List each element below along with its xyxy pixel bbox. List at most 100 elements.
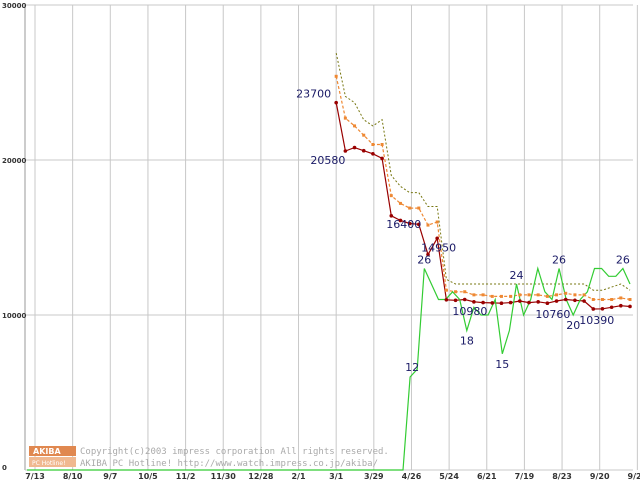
- data-label: 12: [405, 361, 419, 374]
- logo-line2: PC Hotline!: [32, 460, 65, 467]
- lowest-price-point: [343, 149, 348, 153]
- shops-line: [27, 266, 631, 471]
- x-tick-label: 6/21: [477, 472, 497, 480]
- average-price-point: [426, 223, 430, 227]
- data-label: 18: [460, 335, 474, 348]
- average-price-point: [481, 293, 485, 297]
- lowest-price-point: [435, 236, 439, 241]
- lowest-price-point: [361, 148, 366, 153]
- data-label: 20: [566, 319, 580, 332]
- lowest-price-point: [591, 307, 596, 311]
- data-label: 24: [509, 269, 523, 282]
- average-price-line: [335, 76, 631, 301]
- lowest-price-point: [619, 303, 623, 308]
- lowest-price-point: [582, 299, 586, 303]
- x-tick-label: 7/19: [515, 472, 535, 480]
- lowest-price-point: [554, 299, 559, 303]
- average-price-point: [435, 220, 439, 224]
- average-price-point: [555, 293, 559, 297]
- lowest-price-point: [334, 100, 338, 105]
- lowest-price-point: [407, 221, 412, 226]
- x-axis-ticks: 7/13 8/10 9/7 10/5 11/2 11/30 12/28 2/1 3/1 3/29 4…: [25, 472, 640, 480]
- y-tick-label: 0: [2, 464, 7, 472]
- lowest-price-point: [499, 301, 504, 306]
- data-label: 16400: [386, 218, 421, 231]
- akiba-logo: AKIBA PC Hotline!: [29, 446, 76, 467]
- average-price-point: [362, 133, 366, 137]
- average-price-point: [408, 206, 412, 210]
- x-tick-label: 9/27: [628, 472, 640, 480]
- average-price-point: [509, 294, 513, 298]
- average-price-point: [490, 294, 494, 298]
- y-axis-ticks: 0 10000 20000 30000: [2, 2, 26, 472]
- lowest-price-point: [371, 152, 375, 156]
- x-tick-label: 3/29: [364, 472, 384, 480]
- x-tick-label: 9/20: [590, 472, 610, 480]
- copyright-line2: AKIBA PC Hotline! http://www.watch.impre…: [80, 459, 378, 469]
- x-tick-label: 4/26: [402, 472, 422, 480]
- x-tick-label: 12/28: [248, 472, 274, 480]
- lowest-price-point: [453, 298, 458, 303]
- data-label: 14950: [421, 241, 456, 254]
- lowest-price-point: [518, 299, 522, 303]
- average-price-point: [463, 290, 467, 294]
- lowest-price-point: [573, 298, 577, 303]
- lowest-price-point: [527, 300, 531, 305]
- data-label: 23700: [296, 88, 331, 101]
- average-price-point: [628, 298, 632, 301]
- lowest-price-line: [335, 102, 631, 310]
- y-tick-label: 20000: [2, 157, 26, 165]
- x-tick-label: 8/10: [63, 472, 83, 480]
- average-price-point: [417, 206, 421, 210]
- data-label: 20580: [310, 154, 345, 167]
- lowest-price-point: [426, 252, 430, 257]
- x-tick-label: 11/30: [211, 472, 237, 480]
- average-price-point: [499, 294, 503, 298]
- x-tick-label: 3/1: [329, 472, 343, 480]
- copyright-line1: Copyright(c)2003 impress corporation All…: [80, 447, 389, 457]
- average-price-point: [518, 293, 522, 297]
- lowest-price-point: [481, 300, 485, 305]
- grid: [24, 4, 638, 471]
- average-price-point: [619, 296, 623, 300]
- lowest-price-point: [563, 297, 568, 302]
- lowest-price-point: [472, 300, 476, 304]
- average-price-point: [398, 201, 402, 205]
- lowest-price-point: [417, 222, 421, 227]
- highest-price-line: [335, 52, 631, 291]
- x-tick-label: 7/13: [25, 472, 45, 480]
- lowest-price-point: [380, 156, 384, 161]
- data-label: 10390: [579, 314, 614, 327]
- series-lines: [27, 52, 631, 471]
- data-label: 15: [495, 358, 509, 371]
- x-tick-label: 2/1: [291, 472, 305, 480]
- x-tick-label: 10/5: [138, 472, 158, 480]
- data-label: 10980: [452, 305, 487, 318]
- average-price-point: [527, 293, 531, 297]
- average-price-point: [536, 293, 540, 297]
- y-tick-label: 30000: [2, 2, 26, 10]
- average-price-point: [564, 291, 568, 295]
- average-price-point: [371, 143, 375, 146]
- lowest-price-point: [536, 300, 540, 304]
- lowest-price-point: [600, 307, 605, 311]
- y-tick-label: 10000: [2, 312, 26, 320]
- average-price-point: [610, 298, 614, 301]
- average-price-point: [591, 298, 595, 301]
- lowest-price-point: [490, 301, 495, 305]
- series-markers: [334, 74, 632, 311]
- x-tick-label: 9/7: [103, 472, 117, 480]
- average-price-point: [389, 194, 393, 198]
- lowest-price-point: [545, 301, 550, 306]
- data-label: 26: [417, 254, 431, 267]
- lowest-price-point: [389, 214, 394, 218]
- average-price-point: [444, 288, 448, 292]
- lowest-price-point: [398, 218, 403, 223]
- data-label: 26: [616, 254, 630, 267]
- lowest-price-point: [609, 305, 614, 310]
- average-price-point: [343, 116, 347, 120]
- average-price-point: [454, 290, 458, 294]
- average-price-point: [582, 293, 586, 297]
